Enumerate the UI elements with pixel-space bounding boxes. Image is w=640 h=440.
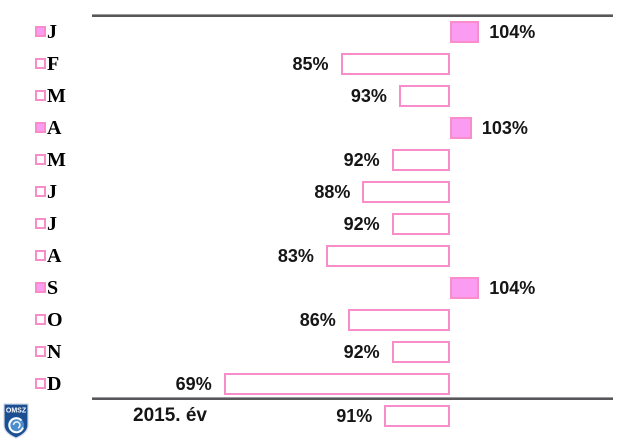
value-label: 69% — [175, 374, 212, 394]
value-label: 88% — [314, 182, 351, 202]
deviation-bar — [398, 85, 450, 107]
legend-square — [35, 58, 46, 69]
legend-square — [35, 218, 46, 229]
month-label: S — [47, 277, 59, 299]
value-label: 86% — [299, 310, 336, 330]
deviation-bar — [450, 21, 480, 43]
deviation-bar — [391, 341, 450, 363]
deviation-bar — [325, 245, 450, 267]
value-label: 93% — [350, 86, 387, 106]
value-label: 91% — [336, 406, 373, 426]
month-label: O — [47, 309, 63, 331]
month-label: F — [47, 53, 60, 75]
legend-square — [35, 314, 46, 325]
month-label: N — [47, 341, 62, 363]
month-label: M — [47, 85, 66, 107]
month-label: A — [47, 117, 62, 139]
year-label: 2015. év — [133, 405, 207, 426]
deviation-bar — [347, 309, 450, 331]
legend-square — [35, 122, 46, 133]
legend-square — [35, 154, 46, 165]
value-label: 92% — [343, 342, 380, 362]
logo-wave-inner-icon — [12, 421, 21, 429]
deviation-bar — [384, 405, 450, 427]
month-label: J — [47, 181, 57, 203]
legend-square — [35, 346, 46, 357]
omsz-logo: OMSZ — [3, 403, 29, 439]
deviation-bar — [450, 277, 480, 299]
legend-square — [35, 378, 46, 389]
month-label: A — [47, 245, 62, 267]
value-label: 83% — [277, 246, 314, 266]
legend-square — [35, 186, 46, 197]
deviation-bar — [391, 213, 450, 235]
logo-wave-icon — [8, 417, 24, 434]
deviation-bar — [340, 53, 450, 75]
legend-square — [35, 282, 46, 293]
deviation-bar — [450, 117, 472, 139]
month-label: J — [47, 213, 57, 235]
deviation-bar — [391, 149, 450, 171]
legend-square — [35, 90, 46, 101]
value-label: 103% — [481, 118, 528, 138]
legend-square — [35, 250, 46, 261]
month-label: M — [47, 149, 66, 171]
month-label: J — [47, 21, 57, 43]
top-axis-line — [92, 13, 613, 17]
value-label: 85% — [292, 54, 329, 74]
deviation-bar — [223, 373, 450, 395]
deviation-bar — [362, 181, 450, 203]
value-label: 104% — [489, 22, 536, 42]
bottom-axis-line — [92, 396, 613, 400]
legend-square — [35, 26, 46, 37]
value-label: 92% — [343, 150, 380, 170]
month-label: D — [47, 373, 62, 395]
value-label: 104% — [489, 278, 536, 298]
logo-text: OMSZ — [6, 408, 27, 415]
value-label: 92% — [343, 214, 380, 234]
